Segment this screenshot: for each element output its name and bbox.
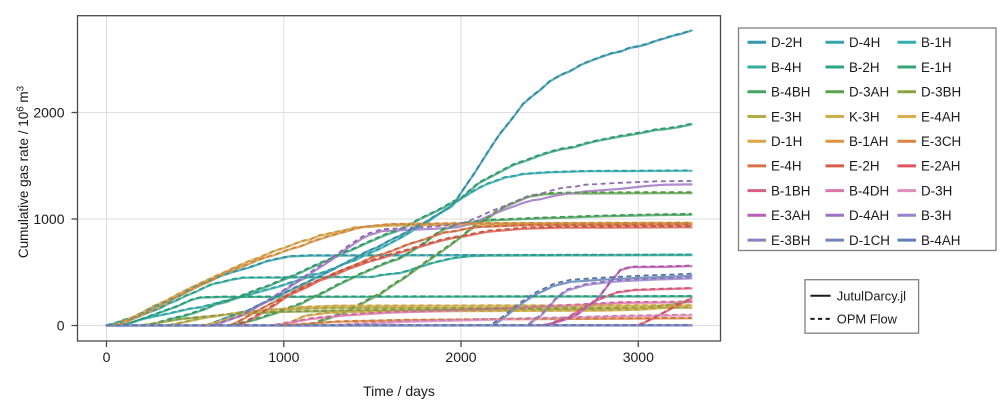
svg-text:D-3H: D-3H bbox=[921, 183, 952, 198]
svg-text:3000: 3000 bbox=[623, 349, 654, 365]
svg-text:2000: 2000 bbox=[33, 104, 64, 120]
svg-text:D-1CH: D-1CH bbox=[849, 233, 890, 248]
svg-text:B-1BH: B-1BH bbox=[771, 183, 810, 198]
svg-text:B-1AH: B-1AH bbox=[849, 134, 888, 149]
svg-text:E-3CH: E-3CH bbox=[921, 134, 961, 149]
svg-text:K-3H: K-3H bbox=[849, 109, 880, 124]
svg-text:Cumulative gas rate / 106 m3: Cumulative gas rate / 106 m3 bbox=[16, 85, 31, 258]
svg-text:D-4AH: D-4AH bbox=[849, 208, 889, 223]
svg-text:E-3AH: E-3AH bbox=[771, 208, 810, 223]
svg-text:B-4H: B-4H bbox=[771, 60, 802, 75]
svg-text:D-2H: D-2H bbox=[771, 35, 802, 50]
svg-text:0: 0 bbox=[57, 317, 65, 333]
svg-text:B-1H: B-1H bbox=[921, 35, 952, 50]
svg-text:B-4AH: B-4AH bbox=[921, 233, 960, 248]
svg-text:B-2H: B-2H bbox=[849, 60, 880, 75]
svg-text:Time / days: Time / days bbox=[363, 383, 435, 399]
svg-text:OPM Flow: OPM Flow bbox=[837, 312, 898, 327]
svg-text:E-3BH: E-3BH bbox=[771, 233, 810, 248]
svg-text:1000: 1000 bbox=[33, 211, 64, 227]
svg-text:2000: 2000 bbox=[445, 349, 476, 365]
svg-text:E-1H: E-1H bbox=[921, 60, 952, 75]
svg-text:D-3AH: D-3AH bbox=[849, 85, 889, 100]
svg-text:D-4H: D-4H bbox=[849, 35, 880, 50]
svg-text:B-3H: B-3H bbox=[921, 208, 952, 223]
svg-text:JutulDarcy.jl: JutulDarcy.jl bbox=[837, 288, 906, 303]
svg-text:E-4AH: E-4AH bbox=[921, 109, 960, 124]
svg-text:B-4BH: B-4BH bbox=[771, 85, 810, 100]
svg-text:E-2AH: E-2AH bbox=[921, 159, 960, 174]
svg-text:E-4H: E-4H bbox=[771, 159, 802, 174]
svg-text:B-4DH: B-4DH bbox=[849, 183, 889, 198]
svg-text:D-3BH: D-3BH bbox=[921, 85, 961, 100]
svg-text:0: 0 bbox=[103, 349, 111, 365]
svg-text:D-1H: D-1H bbox=[771, 134, 802, 149]
svg-text:E-2H: E-2H bbox=[849, 159, 880, 174]
svg-text:1000: 1000 bbox=[268, 349, 299, 365]
svg-text:E-3H: E-3H bbox=[771, 109, 802, 124]
